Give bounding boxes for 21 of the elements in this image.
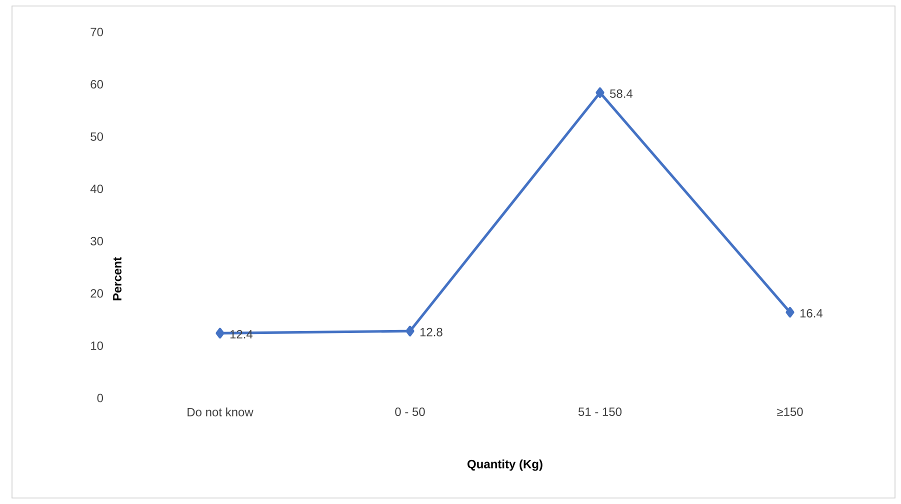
x-tick-label: 0 - 50 — [395, 408, 425, 416]
data-label: 58.4 — [610, 89, 633, 98]
data-label: 12.8 — [420, 328, 442, 336]
y-tick-label: 30 — [90, 236, 104, 246]
y-tick-label: 60 — [90, 80, 104, 89]
x-axis-title: Quantity (Kg) — [467, 460, 542, 471]
y-tick-label: 70 — [90, 28, 104, 36]
y-axis-title: Percent — [113, 257, 122, 300]
y-tick-label: 0 — [97, 394, 104, 402]
x-tick-label: ≥150 — [777, 408, 803, 416]
point — [216, 328, 224, 338]
data-label: 16.4 — [800, 309, 823, 318]
x-tick-label: Do not know — [188, 408, 254, 416]
point — [406, 326, 414, 336]
point — [596, 87, 604, 98]
y-tick-label: 50 — [90, 132, 104, 141]
point — [786, 306, 794, 318]
x-tick-label: 51 - 150 — [578, 408, 622, 416]
y-tick-label: 10 — [91, 341, 104, 350]
y-tick-label: 20 — [90, 289, 104, 298]
y-tick-label: 40 — [90, 184, 104, 194]
